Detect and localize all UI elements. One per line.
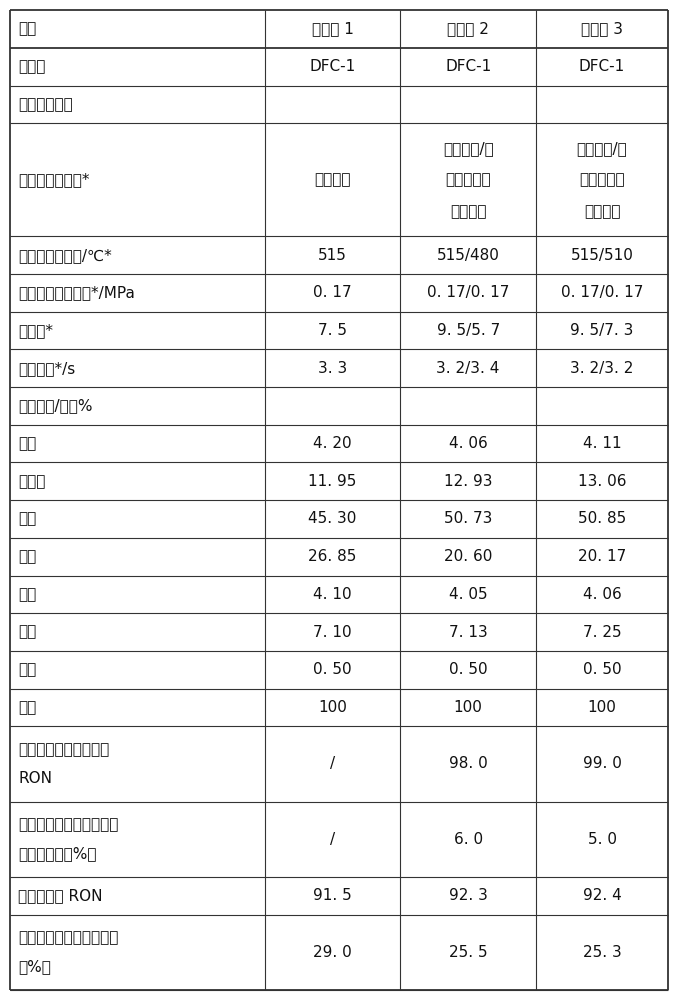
Text: 主要操作条件: 主要操作条件: [18, 97, 73, 112]
Text: 91. 5: 91. 5: [313, 888, 352, 903]
Text: 92. 4: 92. 4: [583, 888, 622, 903]
Text: DFC-1: DFC-1: [445, 59, 491, 74]
Text: 汽油: 汽油: [18, 511, 36, 526]
Text: 0. 17/0. 17: 0. 17/0. 17: [561, 285, 643, 300]
Text: 3. 2/3. 4: 3. 2/3. 4: [437, 361, 500, 376]
Text: 99. 0: 99. 0: [583, 756, 622, 771]
Text: 催化剂: 催化剂: [18, 59, 45, 74]
Text: 12. 93: 12. 93: [444, 474, 493, 489]
Text: 反应时间*/s: 反应时间*/s: [18, 361, 76, 376]
Text: 实施例 3: 实施例 3: [581, 21, 623, 36]
Text: 混合重油/自: 混合重油/自: [443, 141, 493, 156]
Text: 5. 0: 5. 0: [588, 832, 616, 847]
Text: 实施例 1: 实施例 1: [312, 21, 354, 36]
Text: 项目: 项目: [18, 21, 36, 36]
Text: 4. 05: 4. 05: [449, 587, 487, 602]
Text: RON: RON: [18, 771, 52, 786]
Text: 柴油: 柴油: [18, 549, 36, 564]
Text: 积%）: 积%）: [18, 959, 51, 974]
Text: 20. 17: 20. 17: [578, 549, 626, 564]
Text: 20. 60: 20. 60: [444, 549, 492, 564]
Text: 11. 95: 11. 95: [308, 474, 357, 489]
Text: 剂油比*: 剂油比*: [18, 323, 53, 338]
Text: /: /: [330, 756, 335, 771]
Text: 4. 11: 4. 11: [583, 436, 622, 451]
Text: 0. 17/0. 17: 0. 17/0. 17: [427, 285, 510, 300]
Text: 全装置汽油 RON: 全装置汽油 RON: [18, 888, 103, 903]
Text: 实施例 2: 实施例 2: [448, 21, 489, 36]
Text: 98. 0: 98. 0: [449, 756, 487, 771]
Text: 9. 5/7. 3: 9. 5/7. 3: [570, 323, 634, 338]
Text: 9. 5/5. 7: 9. 5/5. 7: [437, 323, 500, 338]
Text: 25. 5: 25. 5: [449, 945, 487, 960]
Text: 6. 0: 6. 0: [454, 832, 483, 847]
Text: 0. 50: 0. 50: [449, 662, 487, 677]
Text: 29. 0: 29. 0: [313, 945, 352, 960]
Text: 反应压力（表压）*/MPa: 反应压力（表压）*/MPa: [18, 285, 135, 300]
Text: 3. 2/3. 2: 3. 2/3. 2: [570, 361, 634, 376]
Text: 7. 13: 7. 13: [449, 625, 487, 640]
Text: 焦炭: 焦炭: [18, 625, 36, 640]
Text: 13. 06: 13. 06: [578, 474, 626, 489]
Text: 干气: 干气: [18, 436, 36, 451]
Text: 混合重油/自: 混合重油/自: [576, 141, 628, 156]
Text: 7. 10: 7. 10: [313, 625, 352, 640]
Text: 515: 515: [318, 248, 347, 263]
Text: 4. 06: 4. 06: [449, 436, 487, 451]
Text: 4. 10: 4. 10: [313, 587, 352, 602]
Text: 100: 100: [318, 700, 347, 715]
Text: 油浆: 油浆: [18, 587, 36, 602]
Text: 100: 100: [588, 700, 616, 715]
Text: 7. 25: 7. 25: [583, 625, 622, 640]
Text: 损失: 损失: [18, 662, 36, 677]
Text: 混合重油: 混合重油: [315, 172, 351, 187]
Text: 产品分布/重量%: 产品分布/重量%: [18, 398, 92, 413]
Text: 烃含量（体积%）: 烃含量（体积%）: [18, 846, 97, 861]
Text: 产催化柴油: 产催化柴油: [446, 172, 491, 187]
Text: /: /: [330, 832, 335, 847]
Text: DFC-1: DFC-1: [309, 59, 356, 74]
Text: 515/480: 515/480: [437, 248, 500, 263]
Text: 3. 3: 3. 3: [318, 361, 347, 376]
Text: 合计: 合计: [18, 700, 36, 715]
Text: 全装置汽油烯烃含量（体: 全装置汽油烯烃含量（体: [18, 930, 119, 945]
Text: 提升管反应温度/℃*: 提升管反应温度/℃*: [18, 248, 112, 263]
Text: 26. 85: 26. 85: [308, 549, 357, 564]
Text: 50. 85: 50. 85: [578, 511, 626, 526]
Text: DFC-1: DFC-1: [579, 59, 625, 74]
Text: 的轻馏分: 的轻馏分: [584, 204, 620, 219]
Text: 4. 06: 4. 06: [583, 587, 622, 602]
Text: 的轻馏分: 的轻馏分: [450, 204, 487, 219]
Text: 第二提升管生产的汽油: 第二提升管生产的汽油: [18, 742, 109, 757]
Text: 0. 50: 0. 50: [313, 662, 352, 677]
Text: 4. 20: 4. 20: [313, 436, 352, 451]
Text: 92. 3: 92. 3: [449, 888, 487, 903]
Text: 液化气: 液化气: [18, 474, 45, 489]
Text: 100: 100: [454, 700, 483, 715]
Text: 产催化柴油: 产催化柴油: [579, 172, 625, 187]
Text: 45. 30: 45. 30: [308, 511, 357, 526]
Text: 0. 50: 0. 50: [583, 662, 622, 677]
Text: 7. 5: 7. 5: [318, 323, 347, 338]
Text: 515/510: 515/510: [570, 248, 634, 263]
Text: 第二提升管生产的汽油烯: 第二提升管生产的汽油烯: [18, 817, 119, 832]
Text: 0. 17: 0. 17: [313, 285, 352, 300]
Text: 提升管进料类型*: 提升管进料类型*: [18, 172, 90, 187]
Text: 50. 73: 50. 73: [444, 511, 492, 526]
Text: 25. 3: 25. 3: [583, 945, 622, 960]
